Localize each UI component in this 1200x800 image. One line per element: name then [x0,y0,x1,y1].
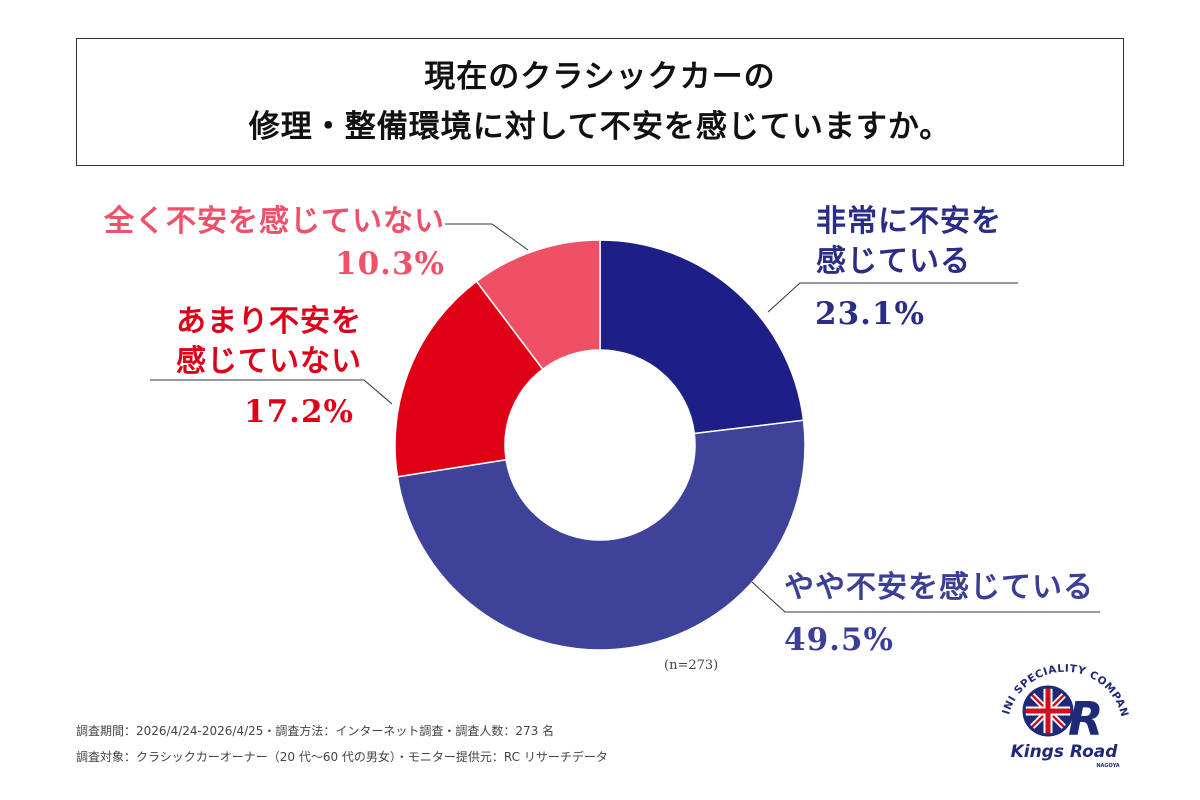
leader-line-not-very-anxious [150,379,393,405]
label-not-at-all-anxious: 全く不安を感じていない [104,204,445,239]
title-box: 現在のクラシックカーの 修理・整備環境に対して不安を感じていますか。 [76,38,1124,166]
label-not-very-anxious: あまり不安を 感じていない [150,302,362,382]
label-not-very-anxious-line-1: あまり不安を [176,304,362,339]
leader-line-somewhat-anxious [751,581,1100,613]
slice-very-anxious [599,239,805,435]
label-not-very-anxious-line-2: 感じていない [176,344,362,379]
label-very-anxious-line-1: 非常に不安を [816,204,1002,239]
footnote-survey-period: 調査期間：2026/4/24-2026/4/25・調査方法：インターネット調査・… [76,724,555,738]
logo-sub: NAGOYA [1096,763,1119,769]
label-very-anxious: 非常に不安を 感じている [816,202,1002,282]
logo-name: Kings Road [1011,742,1119,762]
logo-mark: R [1068,692,1103,746]
label-very-anxious-line-2: 感じている [816,244,971,279]
label-not-very-anxious-pct: 17.2% [244,394,354,430]
label-somewhat-anxious: やや不安を感じている [784,570,1094,605]
union-jack-icon [1022,685,1074,737]
slice-somewhat-anxious [396,419,806,651]
slice-not-at-all-anxious [475,239,601,371]
footnote-survey-target: 調査対象：クラシックカーオーナー（20 代〜60 代の男女）・モニター提供元：R… [76,750,608,764]
leader-line-not-at-all-anxious [445,223,529,251]
sample-size-note: (n=273) [664,658,719,673]
kings-road-logo: MINI SPECIALITY COMPANY R Kings Road NAG… [990,645,1130,769]
label-somewhat-anxious-pct: 49.5% [784,622,894,658]
leader-line-very-anxious [767,282,1018,313]
chart-title-line-1: 現在のクラシックカーの [424,59,776,95]
label-very-anxious-pct: 23.1% [815,296,925,332]
chart-title-line-2: 修理・整備環境に対して不安を感じていますか。 [248,109,952,145]
slice-not-very-anxious [394,280,544,478]
label-not-at-all-anxious-pct: 10.3% [335,246,445,282]
